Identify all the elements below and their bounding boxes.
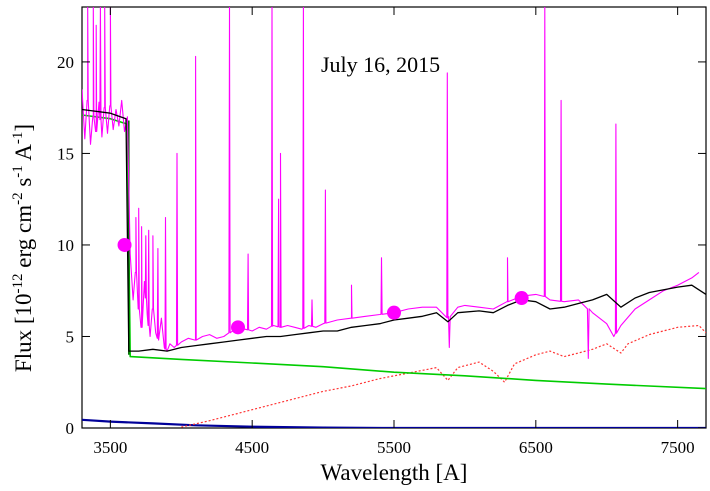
series-dust-component-line — [82, 418, 706, 428]
ticks-layer: 3500 4500 5500 6500 7500 0 5 10 15 20 — [57, 7, 706, 457]
x-tick-label: 4500 — [235, 438, 269, 457]
photometry-point-1 — [231, 320, 245, 335]
series-cool-giant-line — [181, 324, 706, 428]
y-tick-label: 10 — [57, 236, 74, 255]
y-tick-label: 20 — [57, 53, 74, 72]
photometry-point-2 — [387, 305, 401, 320]
y-tick-label: 5 — [66, 327, 75, 346]
photometry-point-0 — [117, 237, 132, 252]
x-tick-label: 6500 — [519, 438, 553, 457]
series-hot-component-line — [82, 114, 706, 390]
x-tick-label: 5500 — [377, 438, 411, 457]
y-tick-label: 15 — [57, 144, 74, 163]
photometry-point-3 — [514, 291, 529, 306]
x-tick-label: 3500 — [93, 438, 127, 457]
x-axis-title: Wavelength [A] — [321, 460, 468, 485]
x-tick-label: 7500 — [661, 438, 695, 457]
y-tick-label: 0 — [66, 419, 75, 438]
series-model-total-line — [82, 108, 706, 352]
y-axis-title: Flux [10-12 erg cm-2 s-1 A-1] — [10, 124, 36, 372]
chart-title: July 16, 2015 — [321, 52, 440, 77]
series-layer — [82, 7, 706, 428]
